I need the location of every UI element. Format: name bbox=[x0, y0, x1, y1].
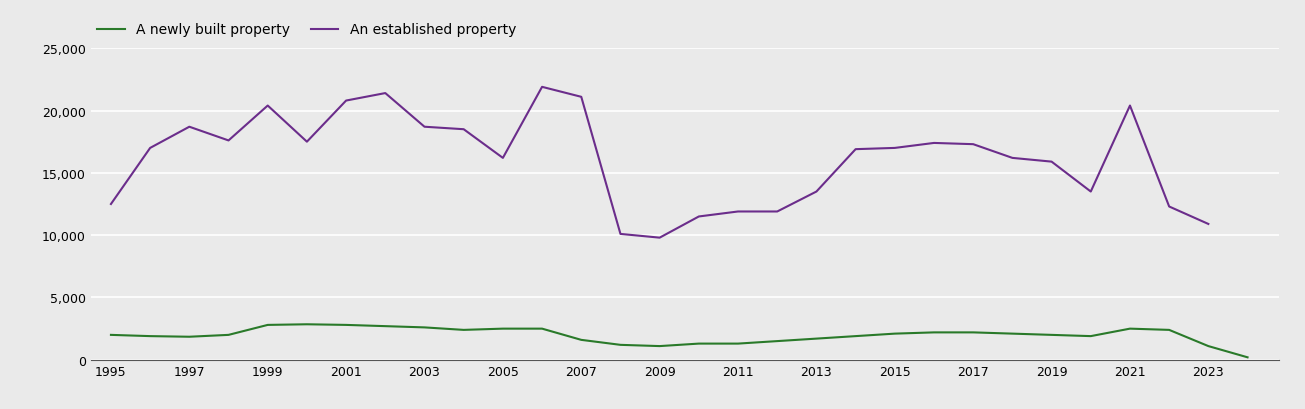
A newly built property bbox=[1122, 326, 1138, 331]
An established property bbox=[927, 141, 942, 146]
A newly built property bbox=[1044, 333, 1060, 337]
An established property bbox=[1161, 204, 1177, 209]
An established property bbox=[1083, 190, 1099, 195]
A newly built property bbox=[809, 336, 825, 341]
An established property bbox=[848, 147, 864, 152]
An established property bbox=[338, 99, 354, 104]
An established property bbox=[1201, 222, 1216, 227]
A newly built property bbox=[651, 344, 667, 349]
An established property bbox=[416, 125, 432, 130]
A newly built property bbox=[416, 325, 432, 330]
Line: An established property: An established property bbox=[111, 88, 1208, 238]
A newly built property bbox=[1201, 344, 1216, 349]
A newly built property bbox=[495, 326, 510, 331]
A newly built property bbox=[573, 337, 589, 342]
A newly built property bbox=[181, 335, 197, 339]
Line: A newly built property: A newly built property bbox=[111, 324, 1248, 357]
An established property bbox=[260, 104, 275, 109]
A newly built property bbox=[455, 328, 471, 333]
An established property bbox=[1005, 156, 1021, 161]
An established property bbox=[573, 95, 589, 100]
A newly built property bbox=[377, 324, 393, 329]
A newly built property bbox=[1161, 328, 1177, 333]
A newly built property bbox=[260, 323, 275, 328]
A newly built property bbox=[142, 334, 158, 339]
An established property bbox=[1044, 160, 1060, 165]
A newly built property bbox=[221, 333, 236, 337]
An established property bbox=[731, 209, 746, 214]
An established property bbox=[455, 128, 471, 133]
An established property bbox=[142, 146, 158, 151]
An established property bbox=[181, 125, 197, 130]
A newly built property bbox=[927, 330, 942, 335]
An established property bbox=[495, 156, 510, 161]
A newly built property bbox=[966, 330, 981, 335]
A newly built property bbox=[299, 322, 315, 327]
A newly built property bbox=[692, 341, 707, 346]
An established property bbox=[612, 232, 628, 237]
A newly built property bbox=[1240, 355, 1255, 360]
An established property bbox=[770, 209, 786, 214]
A newly built property bbox=[534, 326, 549, 331]
An established property bbox=[1122, 104, 1138, 109]
A newly built property bbox=[1005, 331, 1021, 336]
A newly built property bbox=[103, 333, 119, 337]
An established property bbox=[221, 139, 236, 144]
Legend: A newly built property, An established property: A newly built property, An established p… bbox=[91, 18, 522, 43]
An established property bbox=[534, 85, 549, 90]
A newly built property bbox=[731, 341, 746, 346]
An established property bbox=[966, 142, 981, 147]
A newly built property bbox=[848, 334, 864, 339]
A newly built property bbox=[338, 323, 354, 328]
A newly built property bbox=[887, 331, 903, 336]
A newly built property bbox=[1083, 334, 1099, 339]
An established property bbox=[692, 214, 707, 219]
A newly built property bbox=[612, 343, 628, 348]
A newly built property bbox=[770, 339, 786, 344]
An established property bbox=[887, 146, 903, 151]
An established property bbox=[809, 190, 825, 195]
An established property bbox=[299, 140, 315, 145]
An established property bbox=[377, 91, 393, 96]
An established property bbox=[651, 236, 667, 240]
An established property bbox=[103, 202, 119, 207]
